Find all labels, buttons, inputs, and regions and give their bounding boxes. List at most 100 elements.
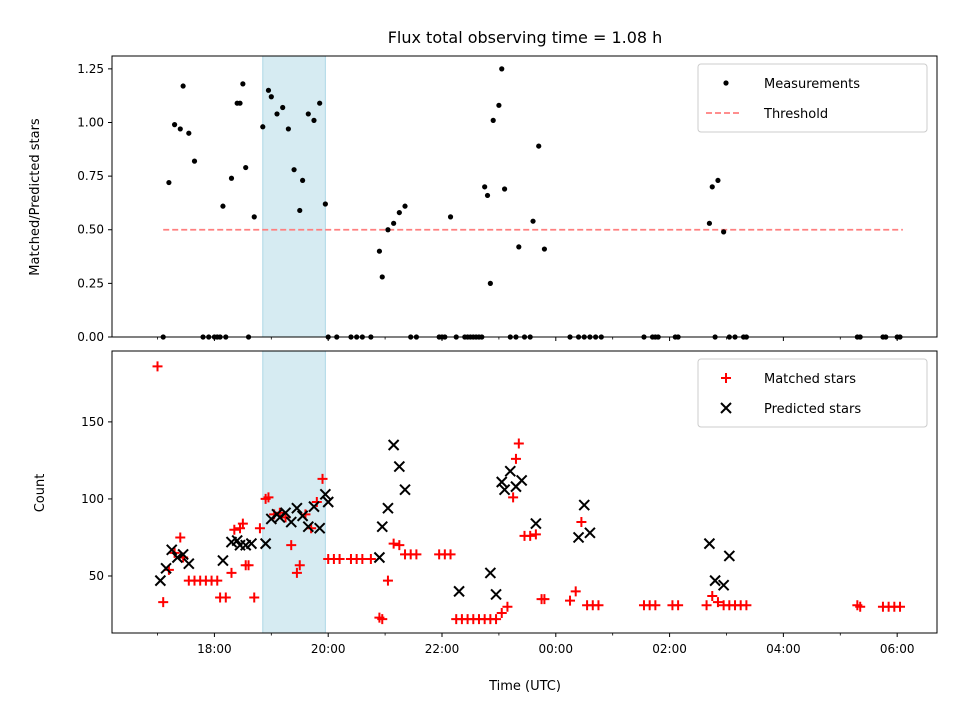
bottom-y-axis-label: Count [33,474,48,513]
measurement-point [186,130,192,136]
matched-star-point [243,560,254,571]
matched-star-point [741,600,752,611]
matched-star-point [152,361,163,372]
measurement-point [715,177,721,184]
matched-star-point [565,595,576,606]
matched-star-point [311,497,322,508]
top-legend-label: Measurements [764,77,860,92]
top-y-tick-label: 0.25 [77,276,104,290]
measurement-point [396,209,402,216]
bottom-y-tick-label: 150 [81,415,104,429]
predicted-star-point [171,551,184,564]
matched-star-point [445,549,456,560]
measurement-point [385,227,391,233]
measurement-point [482,184,488,190]
matched-star-point [593,600,604,611]
matched-star-point [220,592,231,603]
bottom-y-tick-label: 100 [81,492,104,506]
matched-star-point [712,597,723,608]
matched-star-point [249,592,260,603]
measurement-point [251,214,257,220]
measurement-point [180,83,186,89]
measurement-point [243,164,249,171]
measurement-point [297,207,303,214]
measurement-point [291,167,297,173]
predicted-star-point [322,496,334,508]
predicted-star-point [498,483,511,496]
matched-star-point [525,530,536,541]
matched-star-point [388,538,399,549]
measurement-point [391,220,397,226]
top-y-axis-label: Matched/Predicted stars [28,118,43,276]
predicted-star-point [490,588,502,601]
measurement-point [280,104,286,111]
top-y-tick-label: 0.00 [77,330,104,344]
matched-star-point [411,549,422,560]
predicted-star-point [245,537,258,550]
top-y-tick-label: 1.00 [77,115,104,129]
x-axis-label: Time (UTC) [488,679,561,694]
predicted-star-point [154,574,167,587]
matched-star-point [650,600,661,611]
predicted-star-point [382,502,394,514]
predicted-star-point [703,537,716,550]
legend-marker-predicted [720,402,732,414]
predicted-star-point [259,537,272,550]
measurement-point [706,220,713,226]
predicted-star-point [373,551,386,564]
matched-star-point [707,591,718,602]
bottom-x-tick-label: 04:00 [766,642,801,656]
top-legend-label: Threshold [763,107,828,122]
matched-star-point [576,517,587,528]
predicted-star-point [393,460,406,473]
bottom-axes-frame [111,350,938,634]
bottom-x-tick-label: 00:00 [538,642,573,656]
predicted-star-point [496,476,508,488]
bottom-legend-label: Matched stars [764,372,856,387]
measurement-point [541,246,548,252]
matched-star-point [701,600,712,611]
measurement-point [709,184,715,190]
top-y-tick-label: 1.25 [77,62,104,76]
bottom-x-tick-label: 18:00 [197,642,232,656]
predicted-star-point [296,510,309,522]
measurement-point [305,111,311,117]
matched-star-point [513,438,524,449]
matched-star-point [382,575,393,586]
predicted-star-point [376,520,388,533]
predicted-star-point [177,548,189,561]
matched-star-point [286,540,297,551]
matched-star-point [491,614,502,625]
measurement-point [379,274,385,280]
predicted-star-point [160,562,172,574]
matched-star-point [158,597,169,608]
measurement-point [285,126,291,132]
count-panel: 50 100 150 18:00 20:00 22:00 00:00 02:00 04:00 06… [81,350,938,656]
matched-star-point [496,607,507,618]
matched-star-point [365,554,376,565]
measurement-point [268,94,274,100]
predicted-star-point [217,554,229,567]
matched-star-point [226,567,237,578]
measurement-point [376,248,383,254]
measurement-point [447,214,454,220]
measurement-point [721,229,727,235]
measurement-point [530,218,536,224]
bottom-y-tick-label: 50 [89,569,104,583]
measurement-point [490,117,496,123]
matched-star-point [334,554,345,565]
matched-star-point [855,601,866,612]
matched-star-point [539,594,550,605]
predicted-star-point [291,502,303,514]
bottom-x-tick-label: 22:00 [425,642,460,656]
top-y-tick-label: 0.75 [77,169,104,183]
ratio-panel: 0.00 0.25 0.50 0.75 1.00 1.25 Measurements Thre… [77,55,938,344]
measurement-point [166,179,172,186]
predicted-star-point [530,517,542,530]
measurement-point [484,192,491,199]
measurement-point [536,143,542,149]
measurement-point [260,124,266,130]
matched-star-point [294,560,305,571]
predicted-star-point [399,483,411,496]
